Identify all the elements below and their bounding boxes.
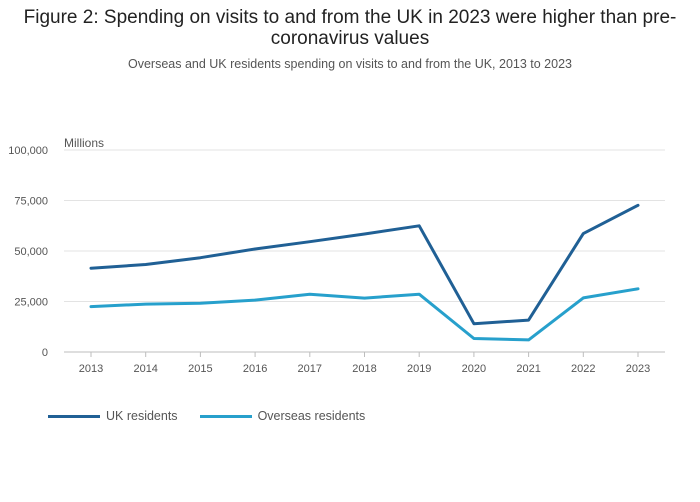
legend: UK residents Overseas residents (48, 409, 387, 423)
y-tick-label: 50,000 (14, 246, 48, 258)
x-tick-label: 2016 (243, 363, 267, 375)
series-lines (89, 203, 640, 342)
gridlines (64, 149, 665, 302)
legend-swatch-uk-residents (48, 414, 100, 418)
axes: 0 25,000 50,000 75,000 100,000 2013 2014 2015 20… (8, 145, 665, 375)
legend-label-uk-residents: UK residents (106, 409, 178, 423)
x-tick-label: 2013 (79, 363, 103, 375)
x-tick-label: 2020 (462, 363, 486, 375)
y-tick-label: 75,000 (14, 196, 48, 208)
x-tick-label: 2017 (298, 363, 322, 375)
x-tick-label: 2014 (133, 363, 157, 375)
legend-item-overseas-residents[interactable]: Overseas residents (199, 409, 366, 423)
x-tick-label: 2023 (626, 363, 650, 375)
chart-subtitle: Overseas and UK residents spending on vi… (127, 57, 572, 71)
y-tick-label: 25,000 (14, 297, 48, 309)
x-tick-label: 2021 (516, 363, 540, 375)
legend-item-uk-residents[interactable]: UK residents (48, 409, 178, 423)
y-tick-label: 100,000 (8, 145, 48, 157)
x-tick-label: 2018 (352, 363, 376, 375)
legend-swatch-overseas-residents (199, 414, 252, 418)
legend-label-overseas-residents: Overseas residents (257, 409, 366, 423)
x-tick-label: 2015 (188, 363, 212, 375)
series-line-uk-residents[interactable] (89, 203, 640, 326)
x-tick-label: 2022 (571, 363, 595, 375)
chart-title: Figure 2: Spending on visits to and from… (23, 7, 677, 49)
y-axis-unit-label: Millions (64, 136, 105, 150)
x-tick-label: 2019 (407, 363, 431, 375)
series-line-overseas-residents[interactable] (89, 287, 640, 342)
y-tick-label: 0 (42, 347, 48, 359)
